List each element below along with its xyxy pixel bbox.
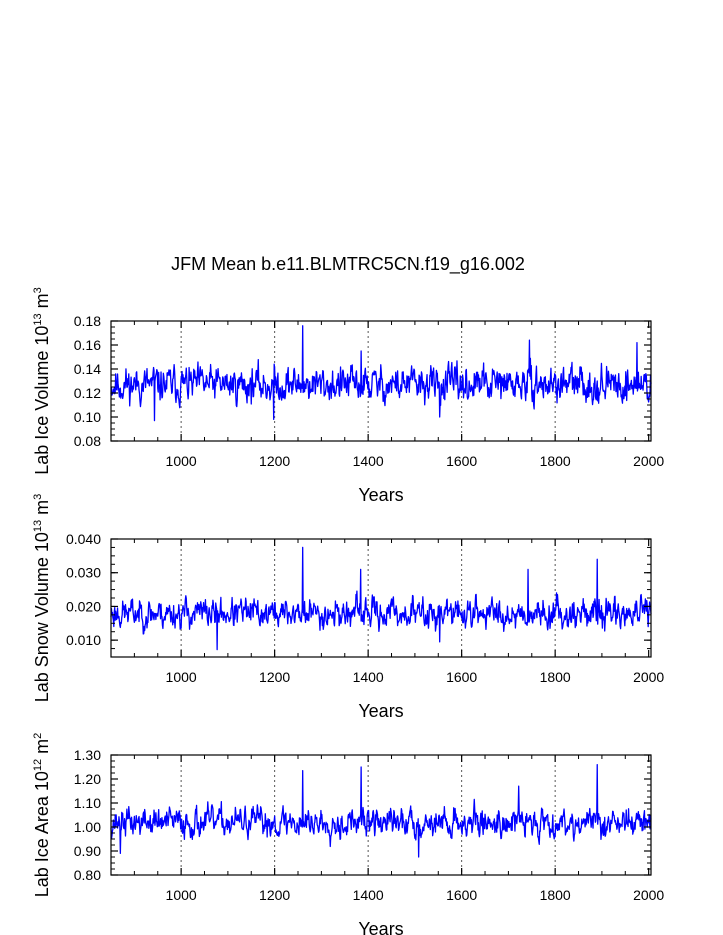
- x-tick-label: 1800: [540, 887, 571, 903]
- plot-frame: [110, 754, 652, 876]
- y-tick-label: 1.20: [74, 771, 101, 787]
- x-tick-label: 2000: [633, 453, 664, 469]
- x-tick-label: 1400: [353, 887, 384, 903]
- y-tick-label: 0.16: [74, 337, 101, 353]
- y-axis-title: Lab Ice Area 1012 m2: [32, 733, 52, 897]
- x-tick-label: 1600: [446, 887, 477, 903]
- y-tick-label: 0.030: [66, 565, 101, 581]
- x-axis-title: Years: [358, 485, 403, 505]
- x-tick-label: 1400: [353, 669, 384, 685]
- y-tick-label: 0.040: [66, 531, 101, 547]
- y-axis-title: Lab Snow Volume 1013 m3: [32, 494, 52, 703]
- x-tick-label: 1800: [540, 453, 571, 469]
- y-axis-title: Lab Ice Volume 1013 m3: [32, 287, 52, 474]
- x-tick-label: 1200: [259, 887, 290, 903]
- series-line-3: [110, 763, 652, 858]
- y-tick-label: 0.08: [74, 433, 101, 449]
- x-axis-title: Years: [358, 919, 403, 935]
- x-tick-label: 1600: [446, 453, 477, 469]
- y-tick-label: 1.00: [74, 819, 101, 835]
- x-axis-title: Years: [358, 701, 403, 721]
- x-tick-label: 1800: [540, 669, 571, 685]
- panel-2: 1000 1200 1400 1600 1800 2000 0.010 0.020 0.030 0…: [32, 494, 664, 721]
- x-tick-label: 1200: [259, 453, 290, 469]
- y-tick-label: 0.12: [74, 385, 101, 401]
- y-tick-label: 0.18: [74, 313, 101, 329]
- y-tick-label: 0.14: [74, 361, 101, 377]
- x-tick-label: 1000: [166, 887, 197, 903]
- y-tick-label: 0.010: [66, 632, 101, 648]
- x-tick-label: 2000: [633, 887, 664, 903]
- y-tick-label: 0.10: [74, 409, 101, 425]
- series-line-1: [110, 325, 652, 422]
- x-tick-label: 2000: [633, 669, 664, 685]
- y-tick-label: 0.90: [74, 843, 101, 859]
- panel-3: 1000 1200 1400 1600 1800 2000 0.80 0.90 1.00 1.10…: [32, 733, 664, 935]
- x-tick-label: 1000: [166, 669, 197, 685]
- y-tick-label: 0.020: [66, 598, 101, 614]
- plot-frame: [110, 538, 652, 658]
- y-tick-label: 0.80: [74, 867, 101, 883]
- x-tick-label: 1000: [166, 453, 197, 469]
- y-tick-label: 1.30: [74, 747, 101, 763]
- series-line-2: [110, 546, 652, 651]
- x-tick-label: 1200: [259, 669, 290, 685]
- figure-title: JFM Mean b.e11.BLMTRC5CN.f19_g16.002: [171, 254, 525, 275]
- y-tick-label: 1.10: [74, 795, 101, 811]
- x-tick-label: 1600: [446, 669, 477, 685]
- panel-1: 1000 1200 1400 1600 1800 2000 0.08 0.10 0.12 0.14…: [32, 287, 664, 505]
- x-tick-label: 1400: [353, 453, 384, 469]
